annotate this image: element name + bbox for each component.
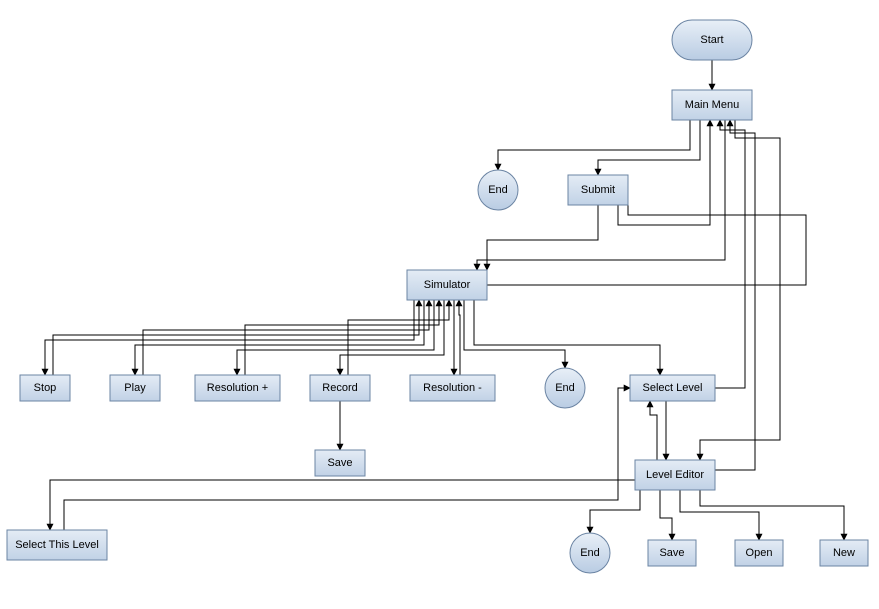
node-label: Level Editor [646, 469, 704, 481]
node-label: Save [327, 457, 352, 469]
edge [650, 401, 657, 460]
node-label: Stop [34, 382, 57, 394]
edge [487, 190, 806, 285]
flowchart-canvas: Start Main Menu End Submit Simulator Stop Play… [0, 0, 879, 609]
node-label: End [488, 184, 508, 196]
edge [459, 300, 460, 375]
node-end1: End [478, 170, 518, 210]
edge [50, 480, 635, 530]
node-select-level: Select Level [630, 375, 715, 401]
node-level-editor: Level Editor [635, 460, 715, 490]
node-end2: End [545, 368, 585, 408]
edge [135, 300, 424, 375]
node-label: Save [659, 547, 684, 559]
node-label: End [580, 547, 600, 559]
node-label: Resolution - [423, 382, 482, 394]
node-label: Simulator [424, 279, 471, 291]
node-label: Play [124, 382, 146, 394]
node-simulator: Simulator [407, 270, 487, 300]
edge [245, 300, 439, 375]
edge [237, 300, 434, 375]
edge [590, 490, 640, 533]
node-save2: Save [648, 540, 696, 566]
edge [598, 120, 700, 175]
node-select-this: Select This Level [7, 530, 107, 560]
edge [498, 120, 690, 170]
edge [340, 300, 444, 375]
edge [700, 120, 780, 460]
edge [715, 120, 745, 388]
node-play: Play [110, 375, 160, 401]
edge [474, 300, 660, 375]
node-label: Select Level [643, 382, 703, 394]
edge [680, 490, 759, 540]
edge [700, 490, 844, 540]
node-end3: End [570, 533, 610, 573]
node-new: New [820, 540, 868, 566]
edge [618, 120, 710, 225]
node-start: Start [672, 20, 752, 60]
node-submit: Submit [568, 175, 628, 205]
node-label: Start [700, 34, 723, 46]
edge [45, 300, 414, 375]
node-label: End [555, 382, 575, 394]
node-res-plus: Resolution + [195, 375, 280, 401]
edge [660, 490, 672, 540]
node-open: Open [735, 540, 783, 566]
edge [53, 300, 419, 375]
node-stop: Stop [20, 375, 70, 401]
edge [464, 300, 565, 368]
node-label: New [833, 547, 855, 559]
node-label: Submit [581, 184, 615, 196]
node-save1: Save [315, 450, 365, 476]
node-label: Record [322, 382, 357, 394]
node-record: Record [310, 375, 370, 401]
node-res-minus: Resolution - [410, 375, 495, 401]
node-label: Select This Level [15, 539, 99, 551]
node-label: Resolution + [207, 382, 268, 394]
node-label: Main Menu [685, 99, 739, 111]
node-main-menu: Main Menu [672, 90, 752, 120]
node-label: Open [746, 547, 773, 559]
edge [715, 120, 755, 470]
edge [143, 300, 429, 375]
